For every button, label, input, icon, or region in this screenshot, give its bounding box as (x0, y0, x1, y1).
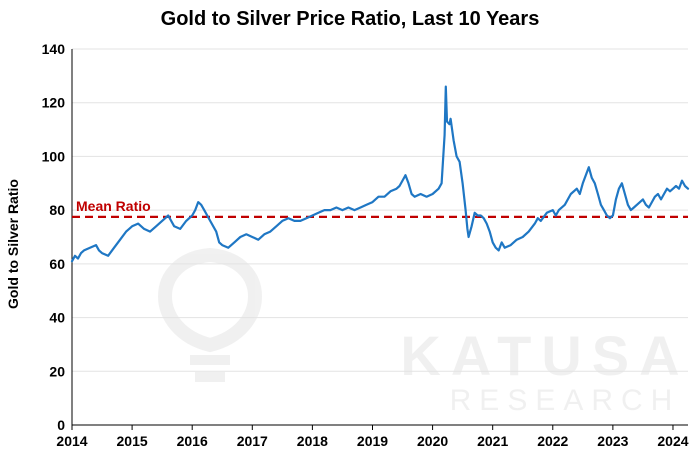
x-tick-label: 2022 (537, 433, 568, 449)
lightbulb-base (195, 372, 225, 382)
x-tick-label: 2014 (56, 433, 87, 449)
watermark-line2: RESEARCH (450, 384, 681, 417)
x-tick-label: 2019 (357, 433, 388, 449)
x-tick-label: 2024 (657, 433, 688, 449)
y-tick-label: 0 (57, 417, 65, 433)
watermark-line1: KATUSA (400, 324, 689, 387)
y-tick-label: 40 (49, 310, 65, 326)
mean-ratio-label: Mean Ratio (76, 198, 151, 214)
watermark-logo: KATUSA RESEARCH (158, 247, 689, 417)
lightbulb-icon (158, 247, 262, 353)
y-tick-label: 80 (49, 202, 65, 218)
x-tick-label: 2017 (237, 433, 268, 449)
x-tick-label: 2018 (297, 433, 328, 449)
y-tick-label: 100 (42, 148, 66, 164)
chart-title: Gold to Silver Price Ratio, Last 10 Year… (160, 8, 540, 30)
series-line (70, 85, 690, 263)
x-tick-label: 2016 (177, 433, 208, 449)
x-tick-label: 2021 (477, 433, 508, 449)
y-tick-label: 120 (42, 95, 66, 111)
y-tick-label: 60 (49, 256, 65, 272)
x-tick-label: 2015 (117, 433, 148, 449)
x-tick-label: 2020 (417, 433, 448, 449)
y-tick-label: 140 (42, 41, 66, 57)
x-tick-label: 2023 (597, 433, 628, 449)
lightbulb-base (190, 355, 230, 365)
y-tick-label: 20 (49, 363, 65, 379)
